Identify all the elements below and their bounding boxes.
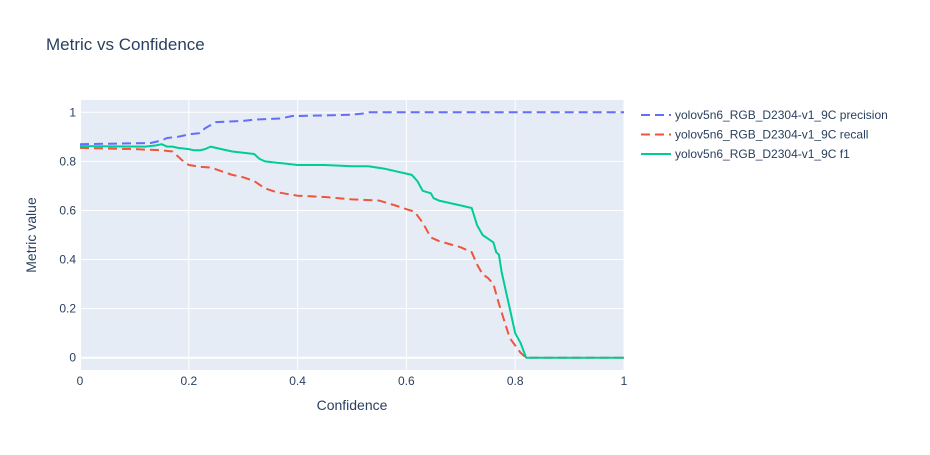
legend-label: yolov5n6_RGB_D2304-v1_9C f1	[675, 147, 850, 161]
legend-label: yolov5n6_RGB_D2304-v1_9C recall	[675, 128, 868, 142]
y-tick-label: 0	[69, 351, 76, 365]
x-tick-label: 1	[621, 374, 628, 388]
x-tick-label: 0.2	[180, 374, 197, 388]
x-tick-label: 0.8	[507, 374, 524, 388]
series-line-1	[79, 111, 624, 146]
y-tick-label: 0.2	[59, 302, 76, 316]
y-tick-label: 0.8	[59, 154, 76, 168]
y-tick-label: 1	[69, 105, 76, 119]
y-axis-ticks: 0 0.2 0.4 0.6 0.8 1	[59, 105, 76, 364]
chart-title: Metric vs Confidence	[46, 35, 205, 54]
legend[interactable]: yolov5n6_RGB_D2304-v1_9C precision yolov5…	[641, 108, 888, 161]
x-tick-label: 0	[77, 374, 84, 388]
series-line-3	[79, 143, 624, 359]
x-axis-ticks: 0 0.2 0.4 0.6 0.8 1	[77, 374, 628, 388]
legend-item-2[interactable]: yolov5n6_RGB_D2304-v1_9C recall	[641, 128, 868, 142]
legend-label: yolov5n6_RGB_D2304-v1_9C precision	[675, 108, 888, 122]
x-tick-label: 0.4	[289, 374, 306, 388]
legend-item-1[interactable]: yolov5n6_RGB_D2304-v1_9C precision	[641, 108, 888, 122]
series-lines	[79, 111, 624, 359]
y-axis-label: Metric value	[23, 197, 39, 273]
y-tick-label: 0.6	[59, 203, 76, 217]
x-axis-label: Confidence	[317, 397, 388, 413]
y-tick-label: 0.4	[59, 253, 76, 267]
plot-background	[80, 100, 624, 370]
series-line-2	[79, 146, 624, 359]
grid-lines	[79, 100, 625, 370]
legend-item-3[interactable]: yolov5n6_RGB_D2304-v1_9C f1	[641, 147, 850, 161]
x-tick-label: 0.6	[398, 374, 415, 388]
